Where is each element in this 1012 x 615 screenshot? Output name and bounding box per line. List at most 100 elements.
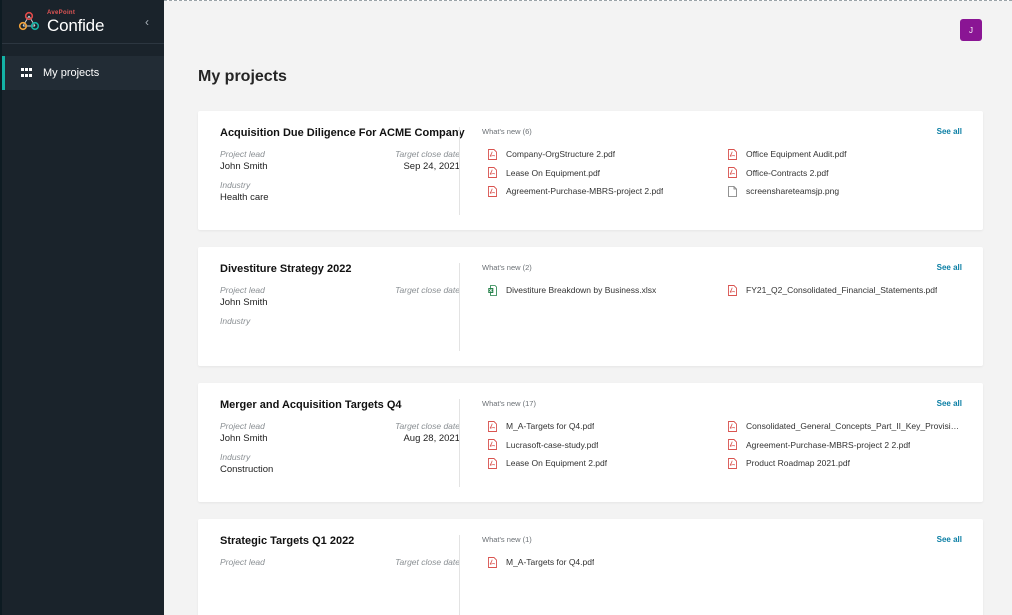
file-name: Lease On Equipment.pdf (506, 167, 601, 178)
industry-block: Industry Construction (220, 452, 377, 476)
target-close-date-label: Target close date (395, 285, 460, 295)
target-close-date-value: Aug 28, 2021 (403, 433, 460, 444)
main-content: J My projects Acquisition Due Diligence … (164, 1, 1012, 615)
window-frame-left (0, 0, 2, 615)
whats-new-label: What's new (1) (482, 535, 532, 544)
pdf-file-icon (488, 185, 497, 197)
file-name: Lucrasoft-case-study.pdf (506, 439, 599, 450)
file-item[interactable]: Lease On Equipment 2.pdf (482, 454, 722, 473)
industry-block: Industry (220, 316, 377, 327)
see-all-link[interactable]: See all (936, 535, 962, 544)
see-all-link[interactable]: See all (936, 399, 962, 408)
project-summary: Acquisition Due Diligence For ACME Compa… (220, 127, 465, 204)
file-item[interactable]: Agreement-Purchase-MBRS-project 2 2.pdf (722, 436, 962, 455)
target-close-date-value: Sep 24, 2021 (403, 161, 460, 172)
file-item[interactable]: Product Roadmap 2021.pdf (722, 454, 962, 473)
project-summary: Strategic Targets Q1 2022 Project lead T… (220, 535, 460, 568)
pdf-file-icon (728, 284, 737, 296)
project-lead-block: Project lead John Smith (220, 149, 373, 173)
pdf-file-icon (728, 457, 737, 469)
industry-block: Industry Health care (220, 180, 377, 204)
grid-icon (21, 68, 32, 78)
industry-value: Health care (220, 192, 269, 203)
target-close-date-label: Target close date (395, 557, 460, 567)
project-title[interactable]: Merger and Acquisition Targets Q4 (220, 399, 402, 411)
see-all-link[interactable]: See all (936, 263, 962, 272)
file-item[interactable]: M_A-Targets for Q4.pdf (482, 553, 722, 572)
sidebar-item-label: My projects (43, 67, 100, 79)
whats-new-label: What's new (6) (482, 127, 532, 136)
chevron-left-icon: ‹ (145, 15, 149, 29)
project-lead-label: Project lead (220, 285, 265, 295)
pdf-file-icon (728, 167, 737, 179)
card-divider (459, 263, 460, 351)
file-item[interactable]: Lucrasoft-case-study.pdf (482, 436, 722, 455)
file-item[interactable]: Lease On Equipment.pdf (482, 164, 722, 183)
sidebar: AvePoint Confide ‹ My projects (2, 0, 164, 615)
target-close-date-block: Target close date Sep 24, 2021 (373, 149, 460, 173)
file-name: screenshareteamsjp.png (746, 186, 840, 197)
project-card: Merger and Acquisition Targets Q4 Projec… (198, 383, 983, 502)
file-item[interactable]: FY21_Q2_Consolidated_Financial_Statement… (722, 281, 962, 300)
pdf-file-icon (488, 439, 497, 451)
target-close-date-label: Target close date (395, 421, 460, 431)
file-name: Product Roadmap 2021.pdf (746, 458, 850, 469)
user-avatar[interactable]: J (960, 19, 982, 41)
file-item[interactable]: Consolidated_General_Concepts_Part_II_Ke… (722, 417, 962, 436)
industry-label: Industry (220, 316, 251, 326)
file-name: Agreement-Purchase-MBRS-project 2 2.pdf (746, 439, 911, 450)
whats-new-panel: What's new (6) See all Company-OrgStruct… (482, 127, 962, 201)
brand-vendor-label: AvePoint (47, 9, 76, 16)
pdf-file-icon (488, 420, 497, 432)
project-card: Strategic Targets Q1 2022 Project lead T… (198, 519, 983, 615)
project-lead-block: Project lead John Smith (220, 421, 373, 445)
project-lead-value: John Smith (220, 433, 268, 444)
file-name: M_A-Targets for Q4.pdf (506, 421, 595, 432)
pdf-file-icon (728, 148, 737, 160)
file-item[interactable]: Company-OrgStructure 2.pdf (482, 145, 722, 164)
whats-new-panel: What's new (1) See all M_A-Targets for Q… (482, 535, 962, 572)
file-item[interactable]: M_A-Targets for Q4.pdf (482, 417, 722, 436)
pdf-file-icon (488, 556, 497, 568)
file-name: FY21_Q2_Consolidated_Financial_Statement… (746, 285, 938, 296)
see-all-link[interactable]: See all (936, 127, 962, 136)
file-name: Office Equipment Audit.pdf (746, 149, 847, 160)
file-item[interactable]: screenshareteamsjp.png (722, 182, 962, 201)
sidebar-item-my-projects[interactable]: My projects (2, 56, 164, 90)
pdf-file-icon (488, 167, 497, 179)
pdf-file-icon (488, 148, 497, 160)
file-name: Divestiture Breakdown by Business.xlsx (506, 285, 657, 296)
file-list: Company-OrgStructure 2.pdf Office Equipme… (482, 145, 962, 201)
card-divider (459, 535, 460, 615)
project-title[interactable]: Divestiture Strategy 2022 (220, 263, 352, 275)
file-list: Divestiture Breakdown by Business.xlsx FY… (482, 281, 962, 300)
pdf-file-icon (728, 439, 737, 451)
file-item[interactable]: Agreement-Purchase-MBRS-project 2.pdf (482, 182, 722, 201)
xlsx-file-icon (488, 284, 497, 296)
file-item[interactable]: Divestiture Breakdown by Business.xlsx (482, 281, 722, 300)
whats-new-label: What's new (2) (482, 263, 532, 272)
card-divider (459, 399, 460, 487)
project-lead-block: Project lead John Smith (220, 285, 373, 309)
industry-label: Industry (220, 452, 251, 462)
project-summary: Divestiture Strategy 2022 Project lead J… (220, 263, 460, 327)
file-item[interactable]: Office-Contracts 2.pdf (722, 164, 962, 183)
brand-header: AvePoint Confide ‹ (2, 0, 164, 44)
project-title[interactable]: Strategic Targets Q1 2022 (220, 535, 355, 547)
png-file-icon (728, 185, 737, 197)
file-name: Company-OrgStructure 2.pdf (506, 149, 616, 160)
file-item[interactable]: Office Equipment Audit.pdf (722, 145, 962, 164)
collapse-sidebar-button[interactable]: ‹ (140, 14, 154, 30)
target-close-date-block: Target close date Aug 28, 2021 (373, 421, 460, 445)
whats-new-panel: What's new (17) See all M_A-Targets for … (482, 399, 962, 473)
whats-new-label: What's new (17) (482, 399, 536, 408)
window-frame-top (164, 0, 1012, 1)
project-lead-value: John Smith (220, 297, 268, 308)
file-name: Consolidated_General_Concepts_Part_II_Ke… (746, 421, 962, 432)
industry-label: Industry (220, 180, 251, 190)
project-title[interactable]: Acquisition Due Diligence For ACME Compa… (220, 127, 465, 139)
file-name: Agreement-Purchase-MBRS-project 2.pdf (506, 186, 664, 197)
project-lead-value: John Smith (220, 161, 268, 172)
project-lead-label: Project lead (220, 421, 265, 431)
whats-new-panel: What's new (2) See all Divestiture Break… (482, 263, 962, 300)
